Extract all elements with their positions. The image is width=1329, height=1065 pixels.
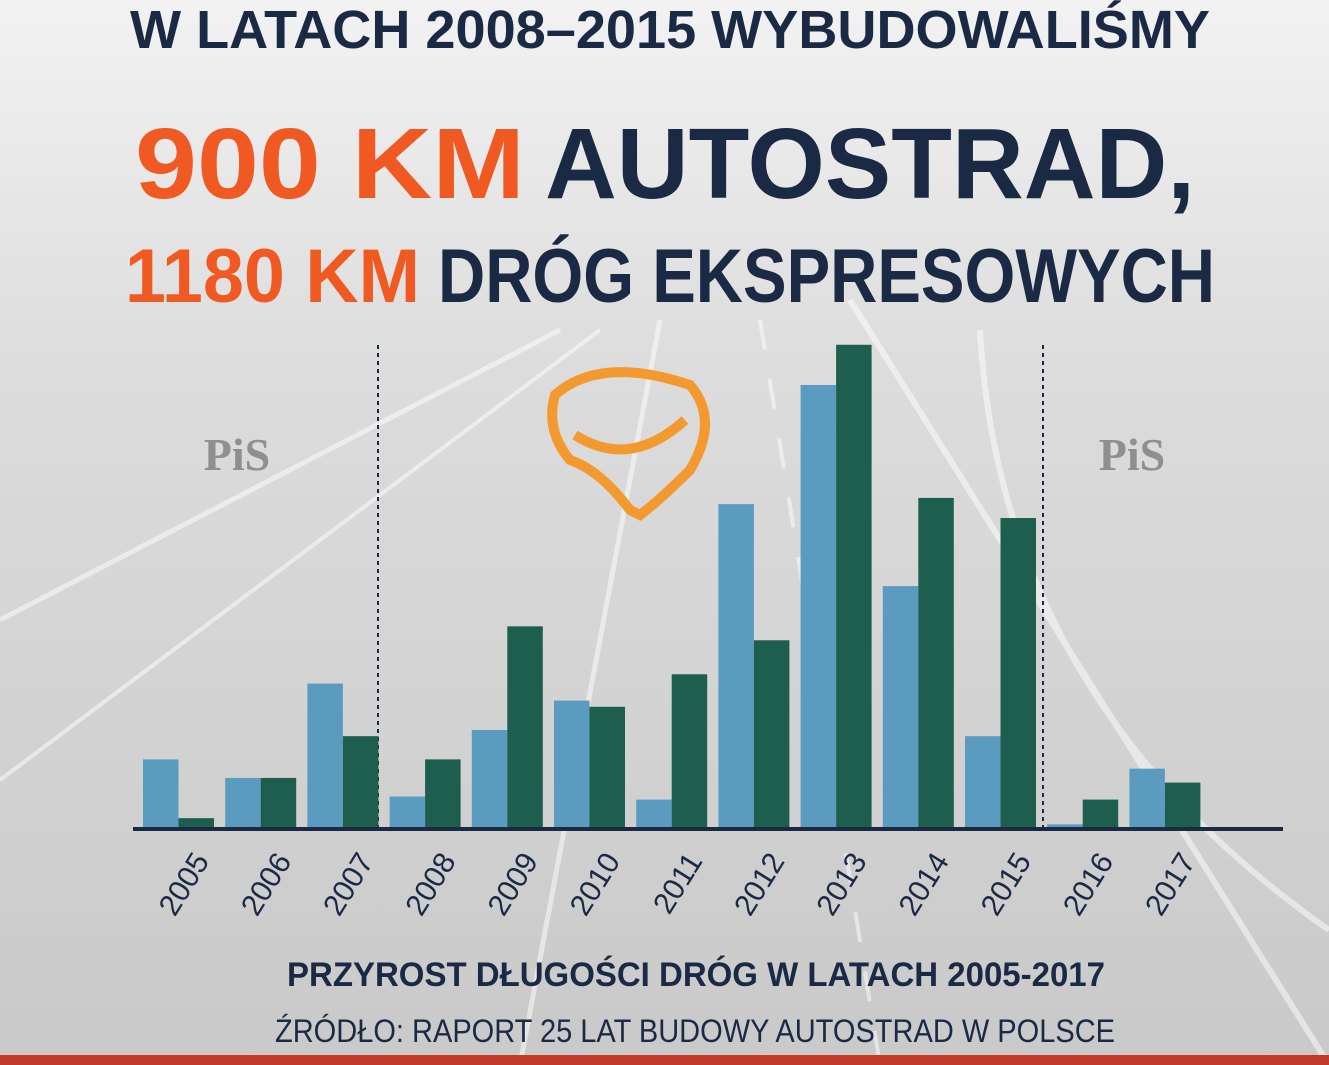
party-logo-text: PiS: [1099, 429, 1165, 480]
bar: [718, 504, 754, 829]
bar: [307, 683, 343, 829]
plot: 2005 2006 2007 2008 2009 2010 2011 2012 2013 2014…: [143, 344, 1202, 921]
bar: [225, 777, 261, 829]
bottom-strip: [0, 1055, 1329, 1065]
bar: [918, 497, 954, 829]
chart-title: PRZYROST DŁUGOŚCI DRÓG W LATACH 2005-201…: [287, 956, 1105, 994]
bar: [1082, 799, 1119, 829]
bar: [589, 706, 625, 829]
header-line: W LATACH 2008–2015 WYBUDOWALIŚMY: [130, 0, 1210, 60]
bar: [836, 344, 872, 829]
bar: [1000, 518, 1036, 829]
party-logo-text: PiS: [204, 429, 270, 480]
bar: [1164, 782, 1201, 829]
header-line: DRÓG EKSPRESOWYCH: [438, 234, 1215, 319]
bar: [143, 759, 179, 829]
bar: [882, 586, 919, 829]
bar: [671, 674, 708, 829]
chart-subtitle: ŹRÓDŁO: RAPORT 25 LAT BUDOWY AUTOSTRAD W…: [275, 1013, 1115, 1049]
bar: [800, 384, 837, 829]
bar: [636, 799, 672, 829]
bar: [507, 626, 543, 829]
header-line: AUTOSTRAD,: [545, 108, 1195, 220]
bar: [753, 640, 790, 829]
bar: [425, 759, 461, 829]
bar: [471, 729, 508, 829]
bar: [342, 736, 379, 829]
bar: [554, 700, 590, 829]
bar: [1129, 768, 1165, 829]
header-highlight: 1180 KM: [125, 234, 420, 319]
party-logo: [572, 416, 689, 455]
bar: [1047, 824, 1083, 829]
party-logo: [547, 367, 710, 521]
bar: [965, 736, 1001, 829]
bar: [389, 796, 426, 829]
bar: [178, 818, 214, 829]
header-highlight: 900 KM: [135, 108, 525, 220]
bar: [260, 777, 297, 829]
